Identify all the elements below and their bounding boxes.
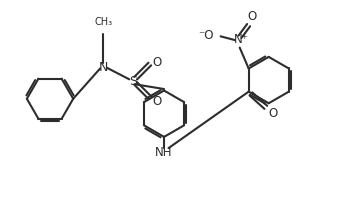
- Text: ⁻O: ⁻O: [198, 29, 213, 42]
- Text: N⁺: N⁺: [234, 33, 248, 46]
- Text: CH₃: CH₃: [94, 17, 112, 27]
- Text: NH: NH: [155, 145, 173, 158]
- Text: O: O: [152, 56, 161, 69]
- Text: N: N: [98, 60, 108, 73]
- Text: S: S: [129, 75, 137, 88]
- Text: O: O: [247, 10, 256, 23]
- Text: O: O: [152, 94, 161, 107]
- Text: O: O: [268, 107, 277, 119]
